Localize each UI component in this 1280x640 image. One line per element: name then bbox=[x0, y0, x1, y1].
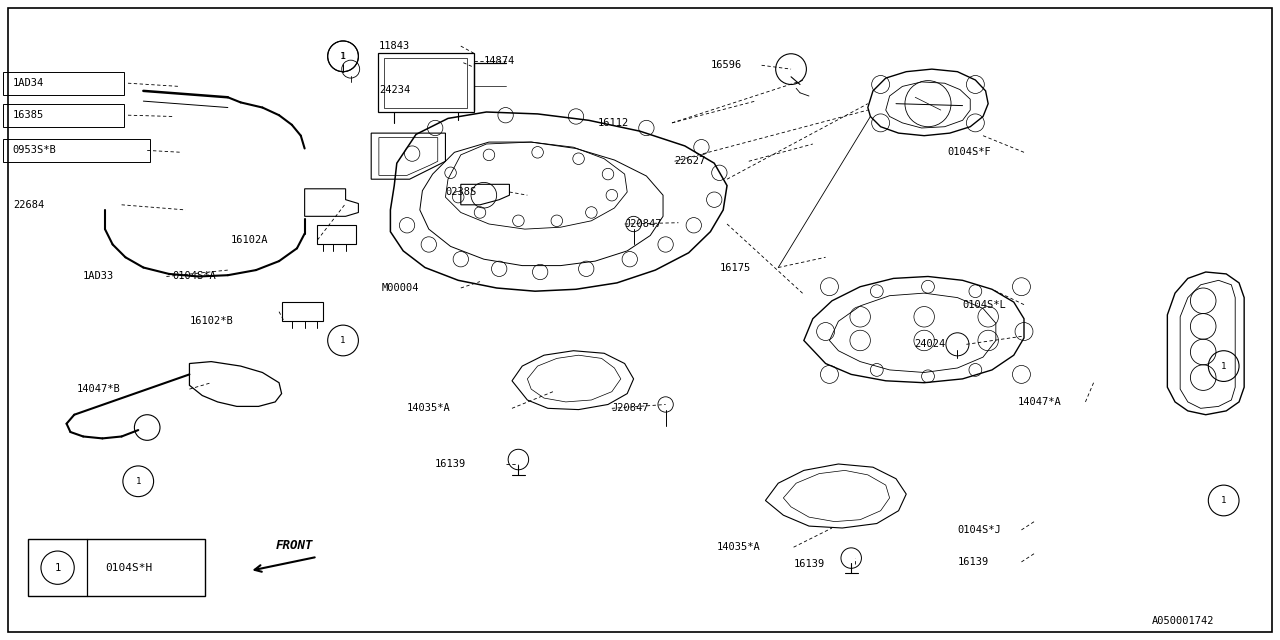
Text: 22684: 22684 bbox=[13, 200, 44, 210]
Text: 0238S: 0238S bbox=[445, 187, 476, 197]
Text: 11843: 11843 bbox=[379, 41, 410, 51]
Text: 14047*A: 14047*A bbox=[1018, 397, 1061, 407]
Text: 1: 1 bbox=[340, 336, 346, 345]
Text: 16139: 16139 bbox=[957, 557, 988, 567]
Text: 1: 1 bbox=[136, 477, 141, 486]
Text: 14047*B: 14047*B bbox=[77, 384, 120, 394]
Text: 14035*A: 14035*A bbox=[717, 542, 760, 552]
Bar bbox=[3, 104, 124, 127]
Text: A050001742: A050001742 bbox=[1152, 616, 1215, 626]
Text: 1: 1 bbox=[1221, 496, 1226, 505]
Text: 1: 1 bbox=[340, 52, 346, 61]
Bar bbox=[3, 72, 124, 95]
Text: 0104S*L: 0104S*L bbox=[963, 300, 1006, 310]
Text: 24234: 24234 bbox=[379, 84, 410, 95]
Text: 16102A: 16102A bbox=[230, 235, 268, 245]
Text: 16596: 16596 bbox=[710, 60, 741, 70]
Text: 0953S*B: 0953S*B bbox=[13, 145, 56, 156]
Text: 0104S*J: 0104S*J bbox=[957, 525, 1001, 535]
Text: 1: 1 bbox=[55, 563, 60, 573]
Bar bbox=[3, 139, 150, 162]
Text: 16112: 16112 bbox=[598, 118, 628, 128]
Text: M00004: M00004 bbox=[381, 283, 419, 293]
Text: 16102*B: 16102*B bbox=[189, 316, 233, 326]
Circle shape bbox=[134, 415, 160, 440]
Bar bbox=[28, 539, 205, 596]
Text: FRONT: FRONT bbox=[275, 539, 314, 552]
Bar bbox=[384, 58, 467, 108]
Text: 14035*A: 14035*A bbox=[407, 403, 451, 413]
Text: 14874: 14874 bbox=[484, 56, 515, 66]
Text: 0104S*H: 0104S*H bbox=[105, 563, 152, 573]
Text: 1: 1 bbox=[340, 52, 346, 61]
Text: 16175: 16175 bbox=[719, 262, 750, 273]
Text: 0104S*F: 0104S*F bbox=[947, 147, 991, 157]
Text: 22627: 22627 bbox=[675, 156, 705, 166]
Text: J20847: J20847 bbox=[625, 219, 662, 229]
Text: J20847: J20847 bbox=[612, 403, 649, 413]
Text: 1: 1 bbox=[1221, 362, 1226, 371]
Bar bbox=[378, 53, 474, 112]
Text: 16139: 16139 bbox=[435, 459, 466, 469]
Text: 24024: 24024 bbox=[914, 339, 945, 349]
Text: 1AD34: 1AD34 bbox=[13, 78, 44, 88]
Text: 1AD33: 1AD33 bbox=[83, 271, 114, 282]
Text: 16385: 16385 bbox=[13, 110, 44, 120]
Text: 0104S*A: 0104S*A bbox=[173, 271, 216, 282]
Text: 16139: 16139 bbox=[794, 559, 824, 570]
